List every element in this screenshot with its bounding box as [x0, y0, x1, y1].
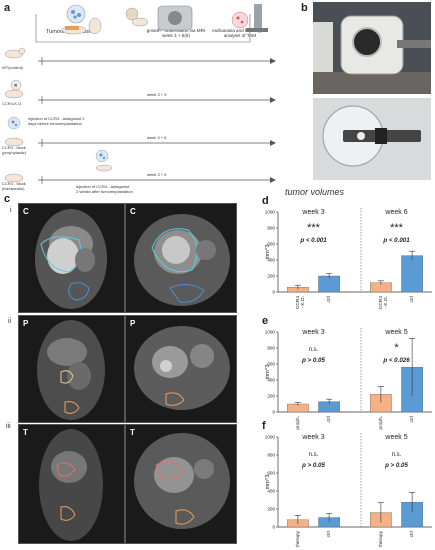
- microscope-icon: [231, 4, 268, 32]
- panel-e-letter: e: [262, 315, 268, 327]
- group-proph-label: CCR4 - block (prophylactic): [2, 145, 27, 155]
- group-ko-label: CCR4-K.O.: [2, 101, 23, 106]
- mri-axial-proph-tag: P: [130, 319, 136, 328]
- step-growth-label: growth - observation via MRI week 3 + 5(…: [146, 28, 206, 39]
- row-iii-label: iii: [6, 423, 11, 430]
- y-tick-label: 1000: [265, 330, 276, 335]
- y-tick-label: 200: [267, 394, 275, 399]
- y-tick-label: 200: [267, 507, 275, 512]
- panel-d-letter: d: [262, 195, 269, 207]
- mri-axial-ther-tag: T: [130, 428, 135, 437]
- significance-marker: n.s.: [309, 347, 319, 353]
- y-tick-label: 600: [267, 362, 275, 367]
- mri-scanner-photo: [313, 2, 431, 94]
- y-tick-label: 800: [267, 226, 275, 231]
- y-tick-label: 400: [267, 258, 275, 263]
- group-proph-pre-note: injection of CCR4 - antagonist 2 days be…: [28, 116, 85, 126]
- bar-label: CCR4- K.O.: [378, 296, 389, 309]
- y-tick-label: 600: [267, 471, 275, 476]
- prophylactic-cells-icon: [4, 116, 24, 147]
- row-ii-label: ii: [8, 318, 12, 325]
- mouse-icon: [61, 17, 102, 35]
- mri-coronal-proph: P: [18, 315, 125, 423]
- y-tick-label: 1000: [265, 435, 276, 440]
- significance-marker: n.s.: [309, 452, 319, 458]
- mri-coronal-ther-tag: T: [23, 428, 28, 437]
- mri-axial-ctrl-tag: C: [130, 207, 136, 216]
- week-label: week 3: [301, 209, 324, 216]
- week-label: week 5: [384, 329, 407, 336]
- bar-label: ctrl: [326, 531, 332, 537]
- bar-label: ctrl: [326, 296, 332, 302]
- mri-coronal-ctrl-tag: C: [23, 207, 29, 216]
- group-ko-weeks: week 3 + 5: [147, 92, 167, 97]
- week-label: week 3: [301, 434, 324, 441]
- y-axis-label: mm^3: [265, 365, 271, 380]
- mri-machine-icon: [125, 5, 193, 31]
- panel-a-illustration: ✕: [4, 4, 276, 184]
- y-axis-label: mm^3: [265, 245, 271, 260]
- bar-label: proph.: [378, 416, 384, 430]
- y-tick-label: 200: [267, 274, 275, 279]
- week-label: week 6: [384, 209, 407, 216]
- svg-text:✕: ✕: [14, 83, 18, 89]
- y-tick-label: 0: [272, 525, 275, 530]
- p-value-label: p > 0.05: [301, 357, 325, 364]
- mri-axial-ctrl: C: [125, 203, 237, 313]
- week-label: week 3: [301, 329, 324, 336]
- panel-c-letter: c: [4, 193, 11, 205]
- p-value-label: p < 0.001: [382, 237, 410, 244]
- group-ther-pre-note: injection of CCR4 - antagonist 2 weeks a…: [76, 184, 133, 194]
- y-tick-label: 800: [267, 453, 275, 458]
- significance-marker: ***: [390, 222, 404, 234]
- y-tick-label: 400: [267, 489, 275, 494]
- mri-coronal-ctrl: C: [18, 203, 125, 313]
- bar-label: ctrl: [409, 531, 415, 537]
- y-tick-label: 800: [267, 346, 275, 351]
- mri-coronal-proph-tag: P: [23, 319, 29, 328]
- bar-label: ctrl: [409, 416, 415, 422]
- significance-marker: *: [394, 342, 399, 354]
- p-value-label: p < 0.001: [299, 237, 327, 244]
- y-tick-label: 1000: [265, 210, 276, 215]
- panel-f-letter: f: [262, 420, 266, 432]
- wt-mouse-icon: [4, 47, 26, 59]
- panel-b-letter: b: [301, 2, 308, 14]
- bar-label: ctrl: [409, 296, 415, 302]
- y-tick-label: 0: [272, 410, 275, 415]
- y-tick-label: 400: [267, 378, 275, 383]
- bar: [401, 255, 423, 293]
- mri-axial-ther: T: [125, 424, 237, 544]
- bar-label: therapy: [378, 530, 384, 547]
- p-value-label: p > 0.05: [384, 462, 408, 469]
- group-wt-label: WT(control): [2, 65, 23, 70]
- row-i-label: i: [10, 207, 12, 214]
- y-tick-label: 0: [272, 290, 275, 295]
- significance-marker: ***: [307, 222, 321, 234]
- charts-header: tumor volumes: [285, 187, 345, 197]
- bar-label: therapy: [295, 530, 301, 547]
- panel-a-letter: a: [4, 2, 11, 14]
- group-ther-label: CCR4 - block (therapeutic): [2, 181, 26, 191]
- p-value-label: p > 0.05: [301, 462, 325, 469]
- group-ther-weeks: week 3 + 6: [147, 172, 167, 177]
- group-proph-weeks: week 3 + 6: [147, 135, 167, 140]
- therapeutic-cells-icon: [4, 149, 113, 183]
- significance-marker: n.s.: [392, 452, 402, 458]
- bar-label: CCR4- K.O.: [295, 296, 306, 309]
- bar-label: ctrl: [326, 416, 332, 422]
- week-label: week 5: [384, 434, 407, 441]
- y-tick-label: 600: [267, 242, 275, 247]
- mri-coil-photo: [313, 98, 431, 180]
- p-value-label: p < 0.026: [382, 357, 410, 364]
- mri-axial-proph: P: [125, 315, 237, 423]
- bar-label: proph.: [295, 416, 301, 430]
- ko-mouse-icon: ✕: [4, 79, 24, 99]
- mri-coronal-ther: T: [18, 424, 125, 544]
- y-axis-label: mm^3: [265, 475, 271, 490]
- tumor-cells-icon: [66, 4, 86, 24]
